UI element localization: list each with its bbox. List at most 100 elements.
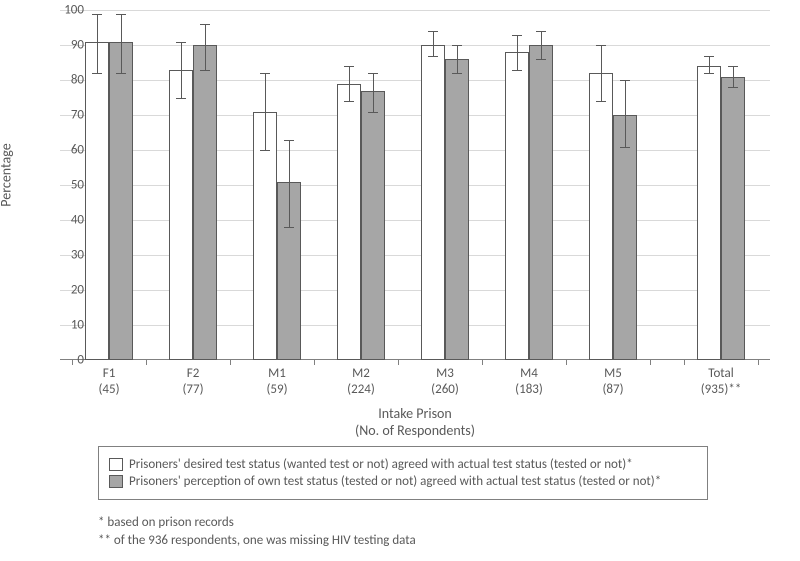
error-bar-cap — [536, 31, 546, 32]
bar-group — [408, 10, 482, 360]
bar-desired — [589, 73, 613, 360]
y-tick-label: 20 — [44, 283, 84, 298]
x-tick — [146, 360, 147, 365]
bar-desired — [85, 42, 109, 361]
legend-label-desired: Prisoners' desired test status (wanted t… — [129, 457, 633, 472]
legend-label-perception: Prisoners' perception of own test status… — [129, 474, 661, 489]
x-category-label: F2(77) — [156, 366, 230, 397]
error-bar-cap — [284, 140, 294, 141]
error-bar — [457, 45, 458, 73]
x-tick — [684, 360, 685, 365]
footnote-2: ** of the 936 respondents, one was missi… — [98, 532, 416, 550]
error-bar-cap — [536, 59, 546, 60]
error-bar — [97, 14, 98, 74]
error-bar-cap — [260, 73, 270, 74]
x-category-name: M4 — [492, 366, 566, 382]
y-axis-title: Percentage — [0, 143, 15, 206]
error-bar — [373, 73, 374, 112]
y-tick-label: 50 — [44, 178, 84, 193]
error-bar-cap — [728, 87, 738, 88]
bar-perception — [109, 42, 133, 361]
x-axis-title-line1: Intake Prison — [378, 405, 452, 422]
y-tick-label: 60 — [44, 143, 84, 158]
error-bar-cap — [728, 66, 738, 67]
x-category-n: (183) — [492, 382, 566, 398]
error-bar-cap — [452, 45, 462, 46]
bar-perception — [361, 91, 385, 361]
x-axis-title-line2: (No. of Respondents) — [355, 422, 475, 439]
legend-item-desired: Prisoners' desired test status (wanted t… — [109, 457, 697, 472]
bar-desired — [421, 45, 445, 360]
x-category-name: Total — [684, 366, 758, 382]
error-bar-cap — [428, 56, 438, 57]
x-category-n: (87) — [576, 382, 650, 398]
y-tick-label: 70 — [44, 108, 84, 123]
x-category-n: (59) — [240, 382, 314, 398]
x-category-n: (45) — [72, 382, 146, 398]
x-category-n: (935)** — [684, 382, 758, 398]
error-bar-cap — [116, 14, 126, 15]
bar-desired — [505, 52, 529, 360]
bar-perception — [529, 45, 553, 360]
y-tick-label: 10 — [44, 318, 84, 333]
error-bar — [433, 31, 434, 56]
bar-perception — [721, 77, 745, 361]
error-bar-cap — [512, 70, 522, 71]
bar-group — [576, 10, 650, 360]
error-bar-cap — [176, 98, 186, 99]
x-tick — [398, 360, 399, 365]
x-category-label: Total(935)** — [684, 366, 758, 397]
bar-desired — [337, 84, 361, 361]
bar-desired — [169, 70, 193, 361]
x-category-name: F1 — [72, 366, 146, 382]
error-bar — [121, 14, 122, 74]
error-bar-cap — [704, 73, 714, 74]
plot-area — [60, 10, 770, 360]
error-bar-cap — [92, 14, 102, 15]
error-bar — [601, 45, 602, 101]
chart-page: Percentage F1(45)F2(77)M1(59)M2(224)M3(2… — [0, 0, 800, 561]
bar-perception — [445, 59, 469, 360]
x-category-name: F2 — [156, 366, 230, 382]
bar-group — [240, 10, 314, 360]
error-bar-cap — [596, 101, 606, 102]
x-axis-title: Intake Prison (No. of Respondents) — [60, 406, 770, 440]
bar-perception — [193, 45, 217, 360]
error-bar-cap — [452, 73, 462, 74]
x-tick — [566, 360, 567, 365]
bar-group — [324, 10, 398, 360]
error-bar-cap — [116, 73, 126, 74]
x-tick — [650, 360, 651, 365]
error-bar-cap — [92, 73, 102, 74]
error-bar-cap — [620, 80, 630, 81]
error-bar — [709, 56, 710, 74]
error-bar-cap — [284, 227, 294, 228]
legend-item-perception: Prisoners' perception of own test status… — [109, 474, 697, 489]
error-bar-cap — [596, 45, 606, 46]
error-bar-cap — [704, 56, 714, 57]
y-tick-label: 90 — [44, 38, 84, 53]
x-tick — [230, 360, 231, 365]
error-bar-cap — [200, 24, 210, 25]
error-bar-cap — [368, 73, 378, 74]
x-category-label: M1(59) — [240, 366, 314, 397]
error-bar-cap — [344, 101, 354, 102]
footnote-1: * based on prison records — [98, 514, 416, 532]
error-bar — [625, 80, 626, 147]
x-category-n: (77) — [156, 382, 230, 398]
x-category-name: M2 — [324, 366, 398, 382]
error-bar-cap — [620, 147, 630, 148]
x-category-name: M1 — [240, 366, 314, 382]
error-bar — [205, 24, 206, 70]
error-bar-cap — [200, 70, 210, 71]
legend-swatch-desired — [109, 458, 123, 471]
y-tick-label: 30 — [44, 248, 84, 263]
x-tick — [758, 360, 759, 365]
legend-swatch-perception — [109, 475, 123, 488]
footnotes: * based on prison records ** of the 936 … — [98, 514, 416, 549]
legend: Prisoners' desired test status (wanted t… — [98, 446, 708, 500]
error-bar — [733, 66, 734, 87]
error-bar — [265, 73, 266, 150]
bar-desired — [697, 66, 721, 360]
x-category-name: M3 — [408, 366, 482, 382]
